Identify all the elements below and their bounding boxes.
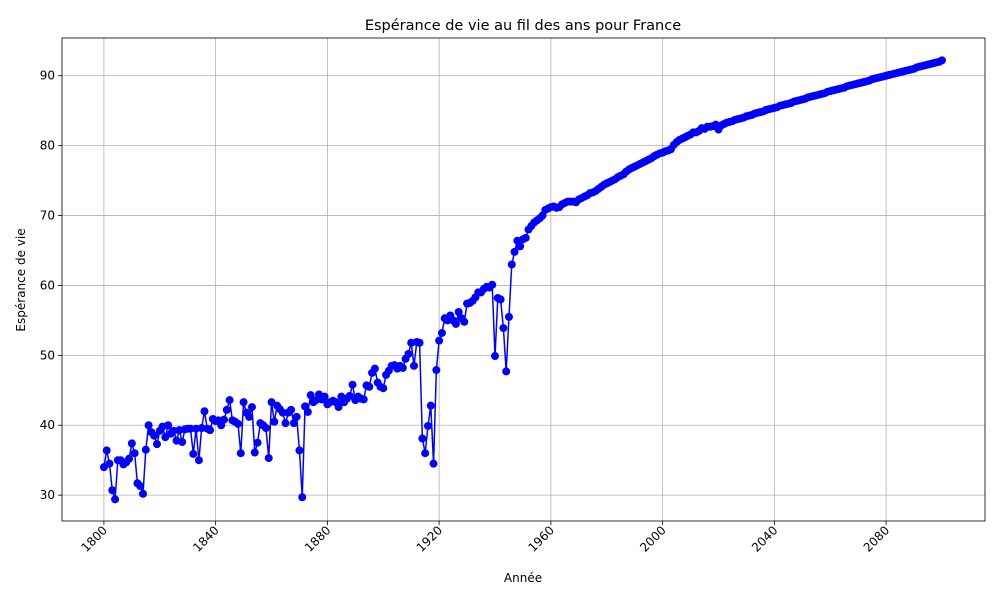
data-point xyxy=(200,407,209,416)
data-point xyxy=(178,438,187,447)
y-tick-label: 60 xyxy=(40,278,55,292)
data-point xyxy=(150,431,159,440)
data-point xyxy=(507,260,516,269)
data-point xyxy=(345,391,354,400)
y-tick-label: 40 xyxy=(40,418,55,432)
data-point xyxy=(125,454,134,463)
chart-title: Espérance de vie au fil des ans pour Fra… xyxy=(365,18,681,34)
data-point xyxy=(287,405,296,414)
data-point xyxy=(320,392,329,401)
data-point xyxy=(379,384,388,393)
data-point xyxy=(144,421,153,430)
data-point xyxy=(937,56,946,65)
data-point xyxy=(245,412,254,421)
data-point xyxy=(435,336,444,345)
y-tick-label: 80 xyxy=(40,139,55,153)
data-point xyxy=(225,396,234,405)
data-point xyxy=(370,364,379,373)
data-point xyxy=(510,247,519,256)
data-point xyxy=(136,482,145,491)
data-point xyxy=(194,456,203,465)
data-point xyxy=(270,417,279,426)
data-point xyxy=(239,398,248,407)
y-tick-label: 50 xyxy=(40,348,55,362)
data-point xyxy=(359,395,368,404)
data-point xyxy=(521,233,530,242)
data-point xyxy=(348,380,357,389)
data-point xyxy=(289,419,298,428)
data-point xyxy=(108,486,117,495)
data-point xyxy=(404,349,413,358)
data-point xyxy=(437,328,446,337)
data-point xyxy=(426,401,435,410)
data-point xyxy=(292,412,301,421)
data-point xyxy=(206,426,215,435)
plot xyxy=(99,56,946,504)
data-point xyxy=(295,446,304,455)
data-point xyxy=(152,440,161,449)
x-axis-label: Année xyxy=(504,571,542,585)
data-point xyxy=(233,419,242,428)
plot-frame xyxy=(61,37,986,522)
data-point xyxy=(496,295,505,304)
y-axis-label: Espérance de vie xyxy=(14,228,28,331)
data-point xyxy=(298,493,307,502)
data-point xyxy=(460,317,469,326)
data-point xyxy=(189,449,198,458)
data-point xyxy=(454,308,463,317)
data-point xyxy=(504,312,513,321)
data-point xyxy=(306,391,315,400)
y-tick-label: 70 xyxy=(40,209,55,223)
data-point xyxy=(247,403,256,412)
data-point xyxy=(409,361,418,370)
data-point xyxy=(264,454,273,463)
data-point xyxy=(261,424,270,433)
data-point xyxy=(491,352,500,361)
data-point xyxy=(236,449,245,458)
data-point xyxy=(415,338,424,347)
data-point xyxy=(499,324,508,333)
data-point xyxy=(365,382,374,391)
data-point xyxy=(102,446,111,455)
data-point xyxy=(164,421,173,430)
data-point xyxy=(421,449,430,458)
data-point xyxy=(253,438,262,447)
data-point xyxy=(451,319,460,328)
data-point xyxy=(141,445,150,454)
data-point xyxy=(502,367,511,376)
data-point xyxy=(423,421,432,430)
data-point xyxy=(127,439,136,448)
data-point xyxy=(250,448,259,457)
data-point xyxy=(516,242,525,251)
data-point xyxy=(398,363,407,372)
data-point xyxy=(186,424,195,433)
data-point xyxy=(111,495,120,504)
y-tick-label: 90 xyxy=(40,69,55,83)
data-point xyxy=(303,407,312,416)
data-point xyxy=(130,449,139,458)
data-point xyxy=(281,419,290,428)
data-point xyxy=(418,434,427,443)
data-point xyxy=(220,415,229,424)
data-point xyxy=(222,405,231,414)
data-point xyxy=(278,408,287,417)
data-point xyxy=(429,459,438,468)
data-point xyxy=(334,403,343,412)
data-point xyxy=(432,366,441,375)
data-point xyxy=(488,280,497,289)
data-point xyxy=(139,489,148,498)
data-point xyxy=(105,459,114,468)
grid xyxy=(62,38,985,521)
y-tick-label: 30 xyxy=(40,488,55,502)
